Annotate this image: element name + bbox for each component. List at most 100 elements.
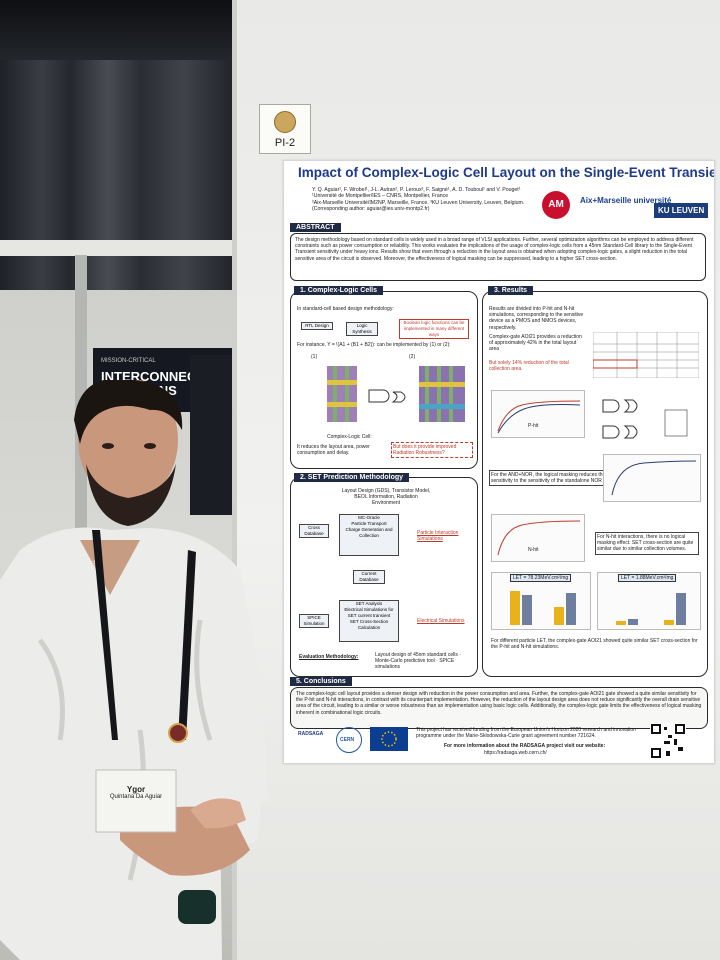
ceiling — [0, 0, 235, 60]
set-analysis-block: SET Analysis Electrical Simulations for … — [339, 600, 399, 642]
qr-code-icon — [650, 723, 686, 759]
results-box: Results are divided into P-hit and N-hit… — [482, 291, 708, 677]
option-2-label: (2) — [409, 354, 416, 360]
let-label-2: LET = 1.88MeV.cm²/mg — [618, 574, 677, 583]
ku-leuven-logo: KU LEUVEN — [654, 203, 709, 218]
flow-synthesis: Logic Synthesis — [346, 322, 378, 336]
name-badge — [95, 769, 177, 833]
area-table — [593, 332, 699, 378]
poster-authors: Y. Q. Aguiar¹, F. Wrobel¹, J-L. Autran²,… — [312, 187, 547, 213]
lanyard-left — [92, 530, 118, 740]
lanyard-pin-icon — [168, 723, 188, 743]
eu-stars — [381, 731, 397, 747]
author-list: Y. Q. Aguiar¹, F. Wrobel¹, J-L. Autran²,… — [312, 187, 521, 193]
booth-display-stand — [190, 355, 235, 515]
am-logo: AM — [542, 191, 570, 219]
nhit-chart: N-hit — [491, 514, 585, 562]
current-database: Current Database — [353, 570, 385, 584]
mc-step-charge: Charge Generation and Collection — [345, 527, 393, 538]
nhit-curve — [497, 520, 581, 556]
bar-grey — [676, 593, 686, 625]
evaluation-detail: Layout design of 45nm standard cells · M… — [375, 652, 461, 671]
hand — [190, 798, 246, 829]
flow-boolean: Boolean logic functions can be implement… — [399, 319, 469, 339]
set-step-electrical: Electrical Simulations for SET current t… — [344, 607, 394, 618]
affiliation-1: ¹Université de Montpellier/IES – CNRS, M… — [312, 193, 449, 200]
electrical-simulations-label: Electrical Simulations — [417, 618, 465, 624]
phit-chart: P-hit — [491, 390, 585, 438]
gate-schematic — [602, 399, 688, 439]
cern-logo-text: CERN — [340, 737, 355, 743]
complex-logic-header: 1. Complex-Logic Cells — [294, 286, 384, 295]
let-curve — [611, 460, 697, 496]
results-intro: Results are divided into P-hit and N-hit… — [489, 306, 584, 331]
white-shirt — [0, 527, 268, 960]
more-info: For more information about the RADSAGA p… — [444, 743, 606, 749]
poster-title: Impact of Complex-Logic Cell Layout on t… — [298, 165, 714, 180]
badge-subname: Quintana Da Aguiar — [109, 794, 163, 800]
eu-flag-icon — [370, 727, 408, 751]
lanyard-right — [178, 550, 196, 740]
bar-grey — [566, 593, 576, 625]
conclusions-header: 5. Conclusions — [290, 677, 352, 686]
cells-intro: In standard-cell based design methodolog… — [297, 306, 394, 312]
complex-logic-box: In standard-cell based design methodolog… — [290, 291, 478, 469]
aoi-text: Complex-gate AOI21 provides a reduction … — [489, 334, 582, 353]
set-method-box: Layout Design (GDS), Transistor Model, B… — [290, 477, 478, 677]
website-url: https://radsaga.web.cern.ch/ — [484, 750, 547, 756]
bar-grey — [628, 619, 638, 625]
left-eye — [102, 443, 114, 449]
board-label-card: PI-2 — [259, 104, 311, 154]
board-edge — [232, 0, 240, 960]
results-final: For different particle LET, the complex-… — [491, 638, 698, 651]
cern-logo-icon: CERN — [336, 727, 362, 753]
nhit-label: N-hit — [528, 547, 539, 553]
results-header: 3. Results — [488, 286, 534, 295]
let-label-1: LET = 78.23MeV.cm²/mg — [510, 574, 572, 583]
mc-oracle-title: MC-Oracle — [358, 515, 380, 520]
bar-yellow — [616, 621, 626, 625]
right-eye — [144, 443, 156, 449]
cells-instance: For instance, Y = !(A1 + (B1 + B2)): can… — [297, 342, 451, 348]
bar-yellow — [510, 591, 520, 625]
abstract-text: The design methodology based on standard… — [295, 237, 694, 262]
cross-database: Cross Database — [299, 524, 329, 538]
affiliation-2: ²Aix-Marseille Université/IM2NP, Marseil… — [312, 199, 525, 206]
set-analysis-title: SET Analysis — [355, 601, 383, 606]
bars-1 — [506, 585, 586, 625]
conference-logo-icon — [274, 111, 296, 133]
sensitivity-text: But solely 14% reduction of the total co… — [489, 360, 569, 373]
mc-step-transport: Particle Transport — [351, 521, 387, 526]
cell-layout-figure — [327, 366, 465, 422]
nhit-text: For N-hit interactions, there is no logi… — [595, 532, 699, 555]
abstract-box: The design methodology based on standard… — [290, 233, 706, 281]
evaluation-label: Evaluation Methodology: — [299, 654, 359, 660]
method-inputs: Layout Design (GDS), Transistor Model, B… — [341, 488, 431, 507]
flow-rtl: RTL Design — [301, 322, 333, 330]
badge-text: Ygor Quintana Da Aguiar — [100, 785, 172, 800]
cells-caption: Complex-Logic Cell: — [327, 434, 372, 440]
board-label: PI-2 — [274, 137, 296, 149]
bars-2 — [612, 585, 696, 625]
conclusions-text: The complex-logic cell layout provides a… — [296, 691, 702, 716]
option-1-label: (1) — [311, 354, 318, 360]
conclusions-box: The complex-logic cell layout provides a… — [290, 687, 708, 729]
bar-yellow — [664, 620, 674, 625]
bar-yellow — [554, 607, 564, 625]
badge-name: Ygor — [126, 785, 146, 794]
beard — [86, 464, 176, 526]
wristwatch-icon — [178, 890, 216, 924]
booth-frame — [0, 240, 240, 256]
radsaga-logo: RADSAGA — [298, 731, 324, 737]
let-curve-chart — [603, 454, 701, 502]
phit-label: P-hit — [528, 423, 539, 429]
cells-question: But does it provide improved Radiation R… — [391, 442, 473, 459]
phit-curve — [497, 400, 581, 434]
hair — [74, 380, 183, 444]
research-poster: Impact of Complex-Logic Cell Layout on t… — [283, 160, 715, 764]
funding-text: This project has received funding from t… — [416, 727, 636, 740]
spice-block: SPICE Simulation — [299, 614, 329, 628]
amu-logo: Aix+Marseille université — [580, 196, 672, 205]
particle-interaction-label: Particle Interaction Simulations — [417, 530, 459, 543]
mc-oracle-block: MC-Oracle Particle Transport Charge Gene… — [339, 514, 399, 556]
